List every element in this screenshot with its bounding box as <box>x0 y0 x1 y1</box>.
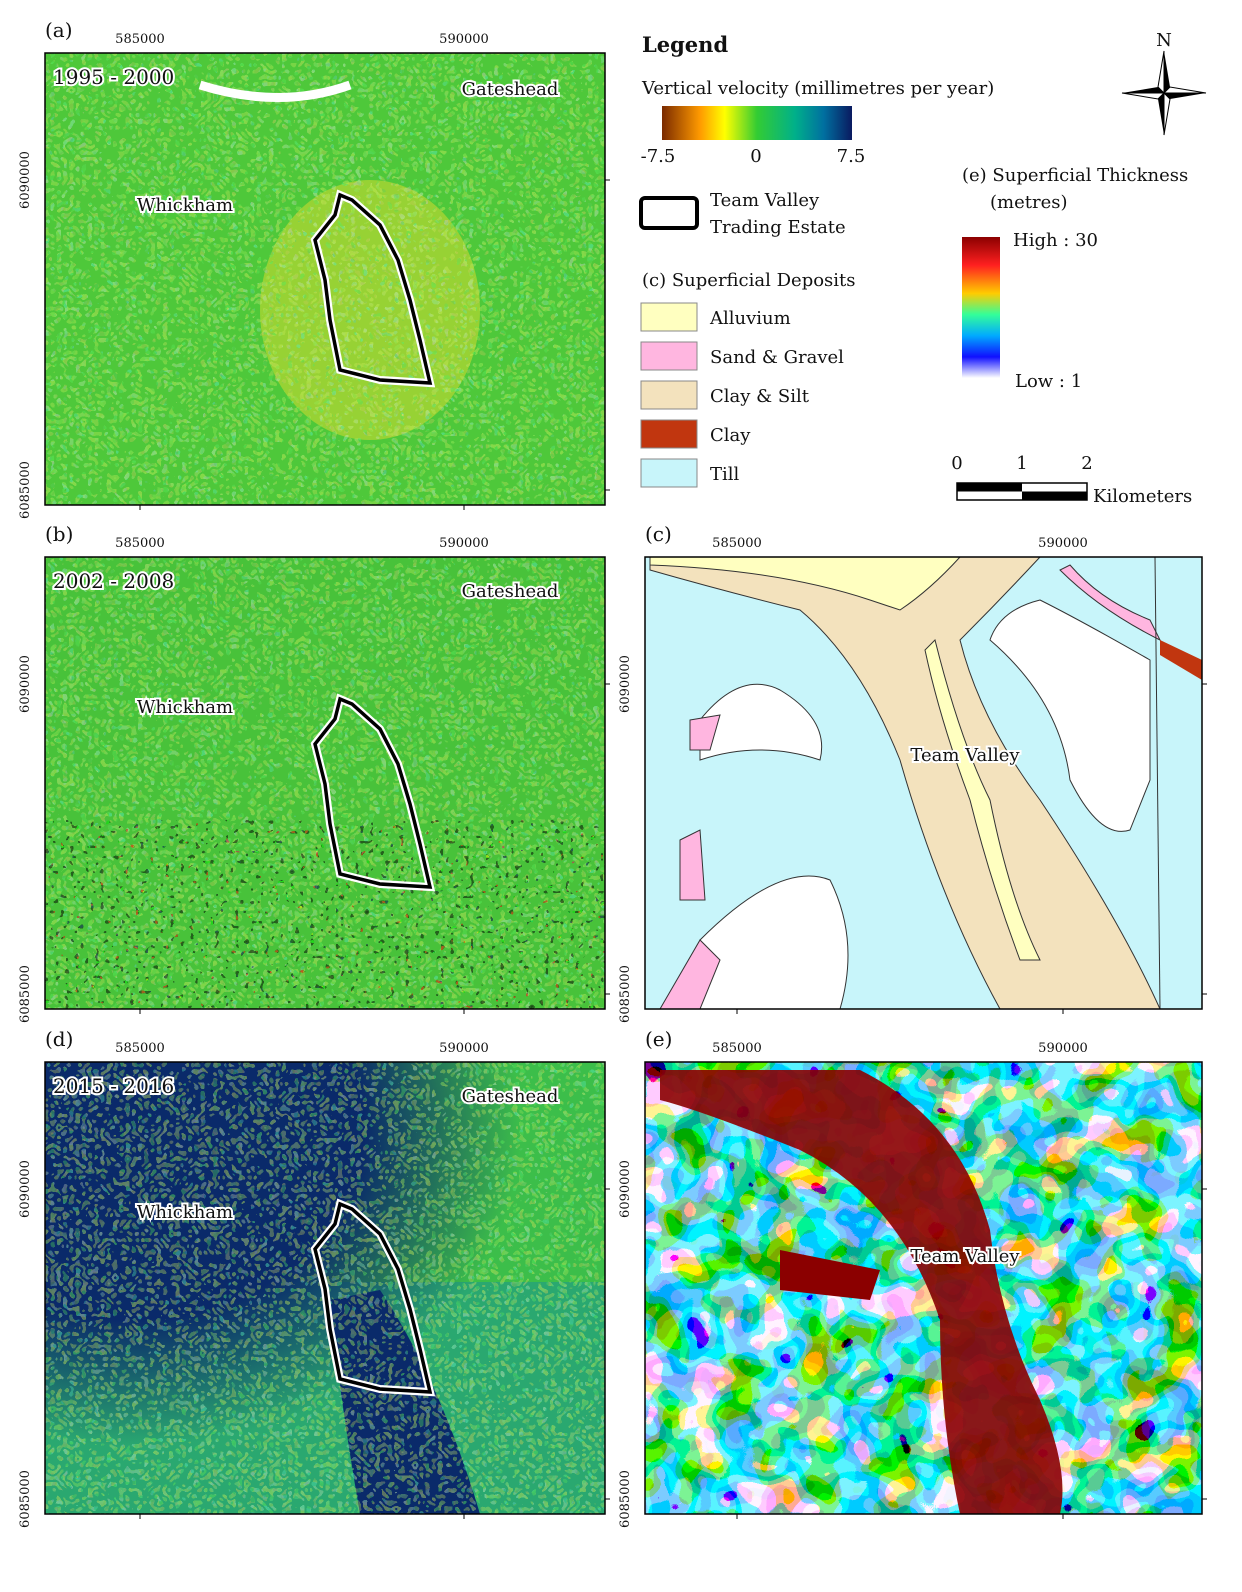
x-tick-label: 590000 <box>439 1041 489 1056</box>
y-tick-label: 6085000 <box>18 1470 33 1528</box>
scale-tick: 1 <box>1016 453 1027 474</box>
place-label: Gateshead <box>462 1086 559 1107</box>
team-valley-outlines <box>310 189 436 1397</box>
north-arrow <box>1121 50 1207 136</box>
x-tick-label: 585000 <box>712 1041 762 1056</box>
scale-unit: Kilometers <box>1093 486 1192 507</box>
panel-label: (c) <box>645 522 672 546</box>
x-tick-label: 585000 <box>115 536 165 551</box>
deposit-swatch <box>640 458 698 488</box>
y-tick-label: 6085000 <box>618 1470 633 1528</box>
outline-swatch <box>639 196 699 230</box>
deposit-label: Till <box>710 464 740 485</box>
panel-frame <box>44 52 606 506</box>
scale-tick: 0 <box>951 453 962 474</box>
x-tick-label: 590000 <box>439 32 489 47</box>
place-label: Whickham <box>137 697 233 718</box>
x-tick-label: 590000 <box>1038 536 1088 551</box>
deposit-swatch <box>640 380 698 410</box>
deposit-label: Sand & Gravel <box>710 347 844 368</box>
velocity-tick: -7.5 <box>641 146 676 167</box>
panel-frame <box>44 556 606 1010</box>
deposit-label: Alluvium <box>709 308 791 329</box>
panel-label: (e) <box>645 1027 672 1051</box>
x-tick-label: 590000 <box>1038 1041 1088 1056</box>
period-label: 2002 - 2008 <box>53 569 174 593</box>
x-tick-label: 585000 <box>712 536 762 551</box>
y-tick-label: 6090000 <box>18 151 33 209</box>
y-tick-label: 6085000 <box>18 965 33 1023</box>
thickness-low: Low : 1 <box>1015 371 1082 392</box>
period-label: 2015 - 2016 <box>53 1074 174 1098</box>
panel-label: (d) <box>45 1027 73 1051</box>
thickness-title: (e) Superficial Thickness <box>962 165 1188 186</box>
panel-frame <box>644 1061 1203 1515</box>
north-label: N <box>1156 30 1172 51</box>
deposits-title: (c) Superficial Deposits <box>642 270 856 291</box>
velocity-title: Vertical velocity (millimetres per year) <box>641 78 994 99</box>
scale-tick: 2 <box>1081 453 1092 474</box>
panel-frame <box>44 1061 606 1515</box>
y-tick-label: 6085000 <box>18 461 33 519</box>
thickness-colorbar <box>962 237 1000 378</box>
place-label: Whickham <box>137 195 233 216</box>
thickness-title: (metres) <box>990 192 1068 213</box>
panel-label: (a) <box>45 18 73 42</box>
legend-title: Legend <box>642 32 728 57</box>
place-label: Team Valley <box>910 1246 1020 1267</box>
team-valley-outline <box>313 192 433 385</box>
y-tick-label: 6085000 <box>618 965 633 1023</box>
velocity-colorbar <box>662 106 852 140</box>
panel-frames: (a) 585000 590000 6090000 6085000 1995 - 2000… <box>18 18 1207 1528</box>
period-label: 1995 - 2000 <box>53 65 174 89</box>
scale-bar <box>956 482 1088 501</box>
team-valley-outline <box>313 1201 433 1394</box>
x-tick-label: 585000 <box>115 1041 165 1056</box>
y-tick-label: 6090000 <box>18 1160 33 1218</box>
deposit-swatch <box>640 302 698 332</box>
y-tick-label: 6090000 <box>618 1160 633 1218</box>
map-c <box>645 556 1202 1010</box>
y-tick-label: 6090000 <box>618 655 633 713</box>
velocity-tick: 7.5 <box>837 146 866 167</box>
place-label: Whickham <box>137 1202 233 1223</box>
deposits-list: Alluvium Sand & Gravel Clay & Silt Clay Till <box>640 302 844 488</box>
deposit-swatch <box>640 419 698 449</box>
x-tick-label: 585000 <box>115 32 165 47</box>
place-label: Gateshead <box>462 79 559 100</box>
deposit-swatch <box>640 341 698 371</box>
thickness-high: High : 30 <box>1013 230 1098 251</box>
deposit-label: Clay <box>710 425 751 446</box>
legend: Legend Vertical velocity (millimetres pe… <box>639 30 1207 507</box>
deposit-label: Clay & Silt <box>710 386 810 407</box>
x-tick-label: 590000 <box>439 536 489 551</box>
outline-label: Trading Estate <box>710 217 846 238</box>
place-label: Team Valley <box>910 745 1020 766</box>
place-label: Gateshead <box>462 581 559 602</box>
map-e <box>645 1062 1202 1514</box>
velocity-tick: 0 <box>750 146 761 167</box>
panel-label: (b) <box>45 522 73 546</box>
outline-label: Team Valley <box>710 190 820 211</box>
panel-frame <box>644 556 1203 1010</box>
team-valley-outline <box>313 696 433 889</box>
y-tick-label: 6090000 <box>18 655 33 713</box>
